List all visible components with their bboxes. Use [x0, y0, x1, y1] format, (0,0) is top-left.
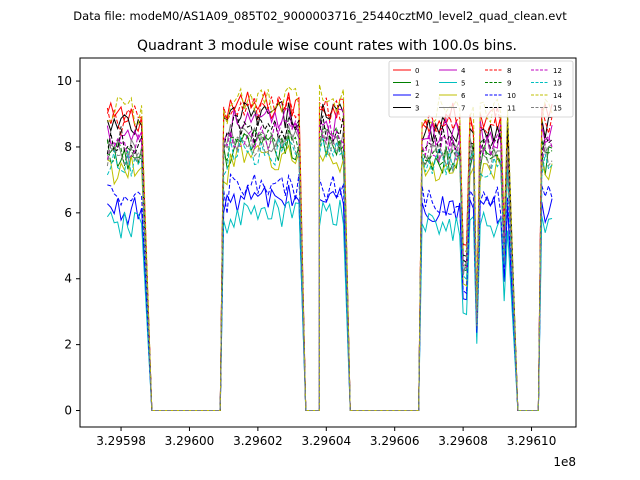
x-axis: 3.29598 3.29600 3.29602 3.29604 3.29606 3.296…: [96, 427, 556, 448]
series-line-13: [106, 135, 553, 412]
x-tick-label: 3.29600: [165, 434, 215, 448]
y-tick-label: 4: [64, 272, 72, 286]
series-line-15: [106, 131, 553, 412]
legend-item: 5: [439, 80, 465, 88]
legend-label: 12: [553, 67, 562, 75]
axes-frame: [79, 57, 577, 428]
x-offset-label: 1e8: [553, 455, 576, 469]
series-line-14: [107, 84, 553, 412]
legend-item: 9: [485, 80, 511, 88]
legend-item: 15: [531, 105, 562, 113]
legend-item: 1: [393, 80, 419, 88]
legend-label: 8: [507, 67, 511, 75]
y-tick-label: 8: [64, 140, 72, 154]
legend-item: 6: [439, 92, 466, 100]
legend-label: 14: [553, 92, 562, 100]
y-tick-label: 0: [64, 404, 72, 418]
legend-label: 4: [461, 67, 466, 75]
legend-item: 8: [485, 67, 511, 75]
legend-item: 7: [439, 105, 465, 113]
x-tick-label: 3.29606: [370, 434, 420, 448]
x-tick-label: 3.29608: [438, 434, 488, 448]
y-tick-label: 6: [64, 206, 72, 220]
y-tick-label: 2: [64, 338, 72, 352]
y-axis: 0 2 4 6 8 10: [57, 74, 80, 418]
y-tick-label: 10: [57, 74, 72, 88]
chart-title: Quadrant 3 module wise count rates with …: [137, 38, 517, 54]
legend-item: 14: [531, 92, 562, 100]
legend-label: 1: [415, 80, 419, 88]
legend-label: 6: [461, 92, 466, 100]
legend-label: 3: [415, 105, 419, 113]
legend-item: 12: [531, 67, 562, 75]
legend-item: 0: [393, 67, 419, 75]
legend-label: 5: [461, 80, 465, 88]
legend-label: 15: [553, 105, 562, 113]
legend-label: 9: [507, 80, 511, 88]
legend-label: 13: [553, 80, 562, 88]
legend-label: 2: [415, 92, 419, 100]
legend-item: 3: [393, 105, 419, 113]
figure-suptitle: Data file: modeM0/AS1A09_085T02_90000037…: [73, 9, 567, 23]
legend-item: 13: [531, 80, 562, 88]
legend-item: 11: [485, 105, 516, 113]
plot-area: [106, 84, 553, 412]
legend-label: 7: [461, 105, 465, 113]
legend-box: [388, 60, 574, 118]
x-tick-label: 3.29598: [96, 434, 146, 448]
legend-item: 10: [485, 92, 516, 100]
x-tick-label: 3.29602: [233, 434, 283, 448]
x-tick-label: 3.29604: [301, 434, 351, 448]
legend-label: 0: [415, 67, 419, 75]
legend-label: 10: [507, 92, 516, 100]
x-tick-label: 3.29610: [507, 434, 557, 448]
legend-item: 2: [393, 92, 419, 100]
legend-item: 4: [439, 67, 466, 75]
legend-label: 11: [507, 105, 516, 113]
